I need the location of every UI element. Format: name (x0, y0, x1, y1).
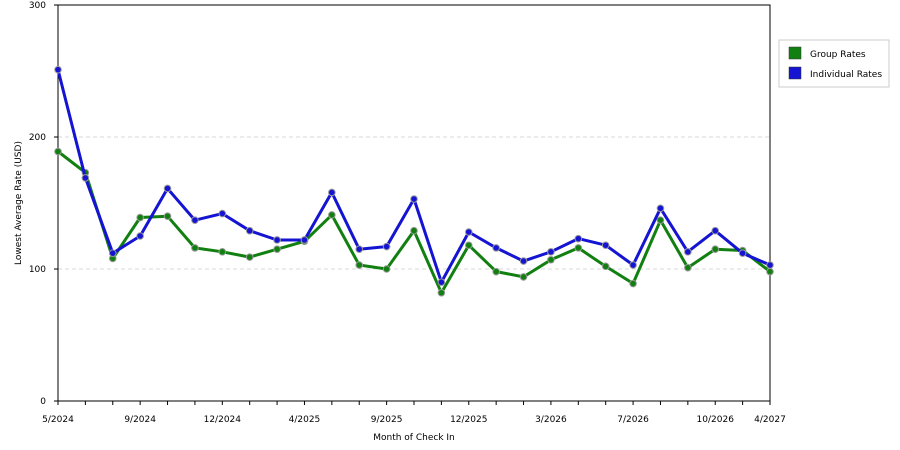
data-point (245, 253, 254, 261)
y-tick-label: 200 (29, 133, 46, 143)
data-point (684, 248, 692, 256)
x-tick-label: 12/2024 (204, 415, 242, 425)
data-point (81, 174, 90, 182)
data-point (136, 213, 144, 222)
data-point (711, 226, 720, 235)
data-point (492, 267, 500, 276)
x-tick-label: 10/2026 (697, 415, 735, 425)
x-tick-label: 9/2024 (124, 415, 156, 425)
data-point (711, 245, 720, 253)
data-point (218, 209, 227, 218)
legend-label-group-rates: Group Rates (810, 50, 866, 60)
data-point (191, 244, 199, 252)
data-point (245, 226, 254, 235)
data-point (382, 242, 391, 251)
x-axis-title: Month of Check In (373, 433, 455, 443)
data-point (328, 188, 336, 197)
series-lines (54, 65, 774, 297)
x-axis: 5/2024 9/2024 12/2024 4/2025 9/2025 12/2025 3/… (42, 401, 786, 425)
data-point (382, 265, 391, 273)
legend-label-individual-rates: Individual Rates (810, 70, 882, 80)
data-point (601, 262, 610, 271)
data-point (738, 249, 747, 257)
x-tick-label: 9/2025 (371, 415, 403, 425)
data-point (684, 263, 692, 272)
data-point (163, 212, 172, 220)
data-point (574, 234, 583, 243)
x-tick-label: 3/2026 (535, 415, 567, 425)
legend-swatch-individual-rates (788, 66, 802, 80)
data-point (464, 241, 473, 250)
data-point (54, 65, 62, 74)
data-point (136, 232, 144, 240)
data-point (547, 248, 555, 256)
data-point (437, 288, 446, 297)
x-tick-label: 12/2025 (450, 415, 487, 425)
y-tick-label: 100 (29, 265, 46, 275)
data-point (300, 236, 309, 244)
data-point (464, 228, 473, 236)
series-individual-rates (54, 65, 774, 287)
series-group-rates (54, 147, 774, 297)
data-point (574, 244, 583, 252)
data-point (328, 211, 336, 219)
data-point (656, 204, 665, 213)
data-point (218, 248, 227, 256)
data-point (766, 267, 774, 276)
data-point (629, 279, 637, 288)
data-point (629, 261, 637, 269)
data-point (519, 257, 528, 265)
x-tick-label: 5/2024 (42, 415, 74, 425)
data-point (273, 236, 281, 244)
data-point (519, 273, 528, 281)
y-axis-title: Lowest Average Rate (USD) (14, 141, 24, 265)
y-tick-label: 0 (40, 397, 46, 407)
legend: Group Rates Individual Rates (778, 39, 890, 88)
data-point (410, 195, 418, 203)
data-point (191, 216, 199, 224)
x-tick-label: 4/2025 (289, 415, 321, 425)
series-line (56, 69, 771, 284)
x-tick-label: 4/2027 (754, 415, 786, 425)
y-tick-label: 300 (29, 1, 46, 11)
data-point (54, 147, 62, 156)
data-point (355, 245, 364, 253)
y-axis: 0 100 200 300 (29, 1, 58, 407)
data-point (163, 184, 172, 193)
data-point (437, 278, 446, 287)
data-point (492, 244, 500, 252)
legend-swatch-group-rates (788, 46, 802, 60)
data-point (355, 261, 364, 269)
data-point (656, 216, 665, 224)
data-point (766, 261, 774, 269)
data-point (410, 226, 418, 235)
x-tick-label: 7/2026 (617, 415, 649, 425)
data-point (601, 241, 610, 250)
data-point (547, 255, 555, 264)
data-point (273, 245, 281, 253)
data-point (108, 249, 117, 257)
